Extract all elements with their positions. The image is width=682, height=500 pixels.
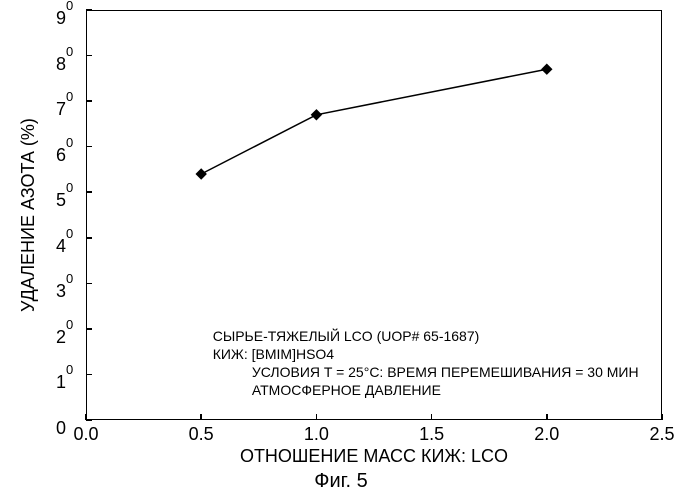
y-tick-label-main: 1: [56, 372, 66, 393]
x-tick-label: 1.5: [417, 424, 447, 445]
y-tick-label-sup: 0: [66, 135, 73, 150]
series-svg: [86, 10, 662, 420]
y-tick-label-main: 7: [56, 99, 66, 120]
y-tick-label-main: 0: [56, 418, 66, 439]
data-marker: [311, 110, 321, 120]
nitrogen-removal-chart: УДАЛЕНИЕ АЗОТА (%) ОТНОШЕНИЕ МАСС КИЖ: L…: [0, 0, 682, 500]
series-line: [201, 69, 547, 174]
y-tick-label-sup: 0: [66, 226, 73, 241]
chart-annotation: АТМОСФЕРНОЕ ДАВЛЕНИЕ: [252, 382, 441, 398]
y-tick-label-main: 2: [56, 327, 66, 348]
y-tick-label-sup: 0: [66, 44, 73, 59]
x-tick-label: 1.0: [301, 424, 331, 445]
y-axis-title: УДАЛЕНИЕ АЗОТА (%): [18, 115, 39, 315]
y-tick-label-main: 6: [56, 145, 66, 166]
y-tick-label-main: 8: [56, 54, 66, 75]
y-tick-label-sup: 0: [66, 317, 73, 332]
y-tick-label-main: 9: [56, 8, 66, 29]
y-tick-label-sup: 0: [66, 89, 73, 104]
y-tick-label-sup: 0: [66, 362, 73, 377]
chart-annotation: СЫРЬЕ-ТЯЖЕЛЫЙ LCO (UOP# 65-1687): [213, 328, 480, 344]
y-tick-label-sup: 0: [66, 180, 73, 195]
x-tick-label: 2.5: [647, 424, 677, 445]
x-axis-title: ОТНОШЕНИЕ МАСС КИЖ: LCO: [224, 446, 524, 467]
y-tick-label-main: 5: [56, 190, 66, 211]
y-tick-label-main: 3: [56, 281, 66, 302]
y-tick-label-main: 4: [56, 236, 66, 257]
data-marker: [542, 64, 552, 74]
y-tick-label-sup: 0: [66, 0, 73, 13]
chart-annotation: КИЖ: [BMIM]HSO4: [213, 346, 334, 362]
y-tick-label-sup: 0: [66, 271, 73, 286]
x-tick-label: 2.0: [532, 424, 562, 445]
data-marker: [196, 169, 206, 179]
x-tick-label: 0.5: [186, 424, 216, 445]
chart-annotation: УСЛОВИЯ T = 25°C: ВРЕМЯ ПЕРЕМЕШИВАНИЯ = …: [252, 364, 639, 380]
x-tick-label: 0.0: [71, 424, 101, 445]
figure-caption: Фиг. 5: [301, 470, 381, 493]
